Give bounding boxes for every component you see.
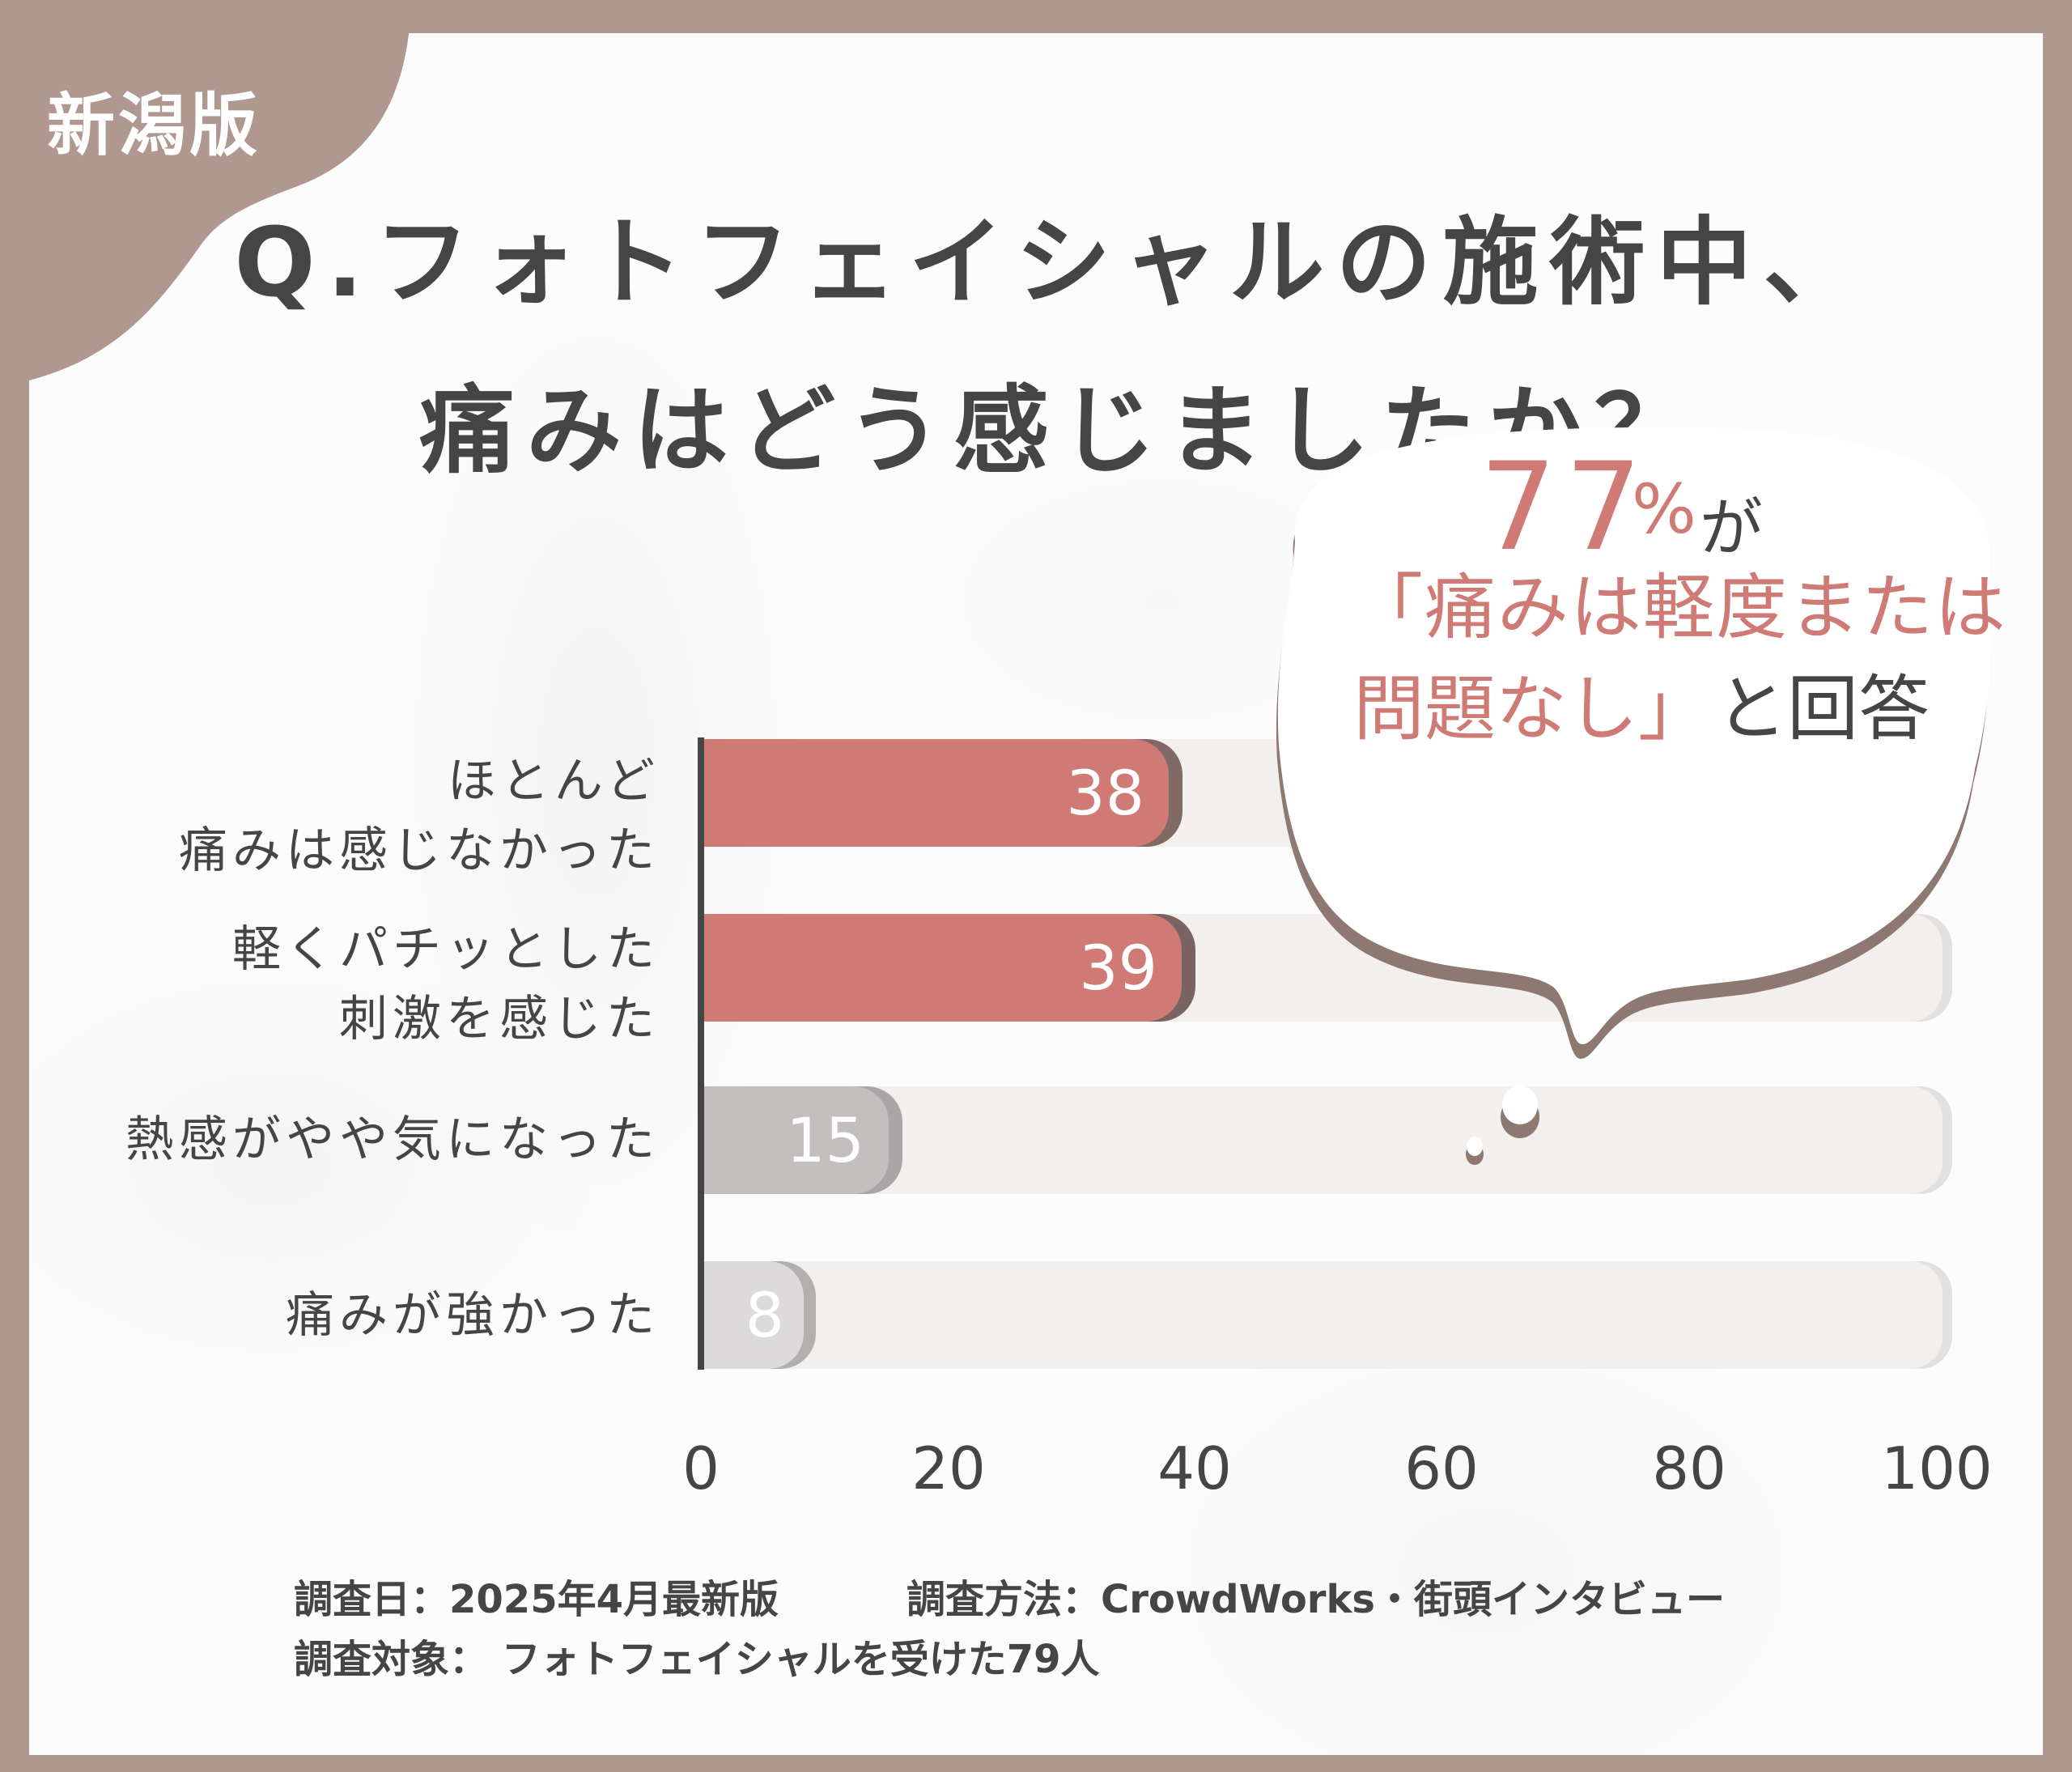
callout-quote-line1: 「痛みは軽度または bbox=[1352, 566, 2008, 649]
bar-heat-concern: 15 bbox=[704, 1086, 889, 1194]
footer-survey-date: 調査日：2025年4月最新版 bbox=[294, 1577, 779, 1622]
bar-track-3 bbox=[704, 1086, 1942, 1194]
bar-value: 39 bbox=[1079, 932, 1157, 1004]
category-label-3: 熱感がやや気になった bbox=[125, 1111, 660, 1168]
callout-particle: が bbox=[1700, 492, 1764, 565]
category-label-1: ほとんど 痛みは感じなかった bbox=[179, 753, 660, 879]
region-badge: 新潟版 bbox=[47, 86, 261, 165]
bubble-shape bbox=[1276, 427, 1991, 1165]
y-axis-line bbox=[698, 737, 704, 1370]
callout-bubble: 77 % が 「痛みは軽度または 問題なし」 と回答 bbox=[1263, 421, 2007, 1166]
bar-value: 15 bbox=[786, 1104, 864, 1176]
category-label-2: 軽くパチッとした 刺激を感じた bbox=[232, 921, 660, 1047]
bar-track-4 bbox=[704, 1261, 1942, 1369]
corner-blob-shape bbox=[0, 0, 411, 380]
callout-quote-line2: 問題なし」 bbox=[1353, 667, 1710, 750]
callout-percent-sign: % bbox=[1632, 470, 1696, 549]
bar-almost-no-pain: 38 bbox=[704, 739, 1169, 847]
bar-value: 38 bbox=[1066, 757, 1144, 829]
x-tick-100: 100 bbox=[1881, 1434, 1993, 1502]
x-tick-60: 60 bbox=[1404, 1434, 1479, 1502]
x-tick-80: 80 bbox=[1652, 1434, 1726, 1502]
bar-value: 8 bbox=[745, 1279, 784, 1351]
x-tick-20: 20 bbox=[911, 1434, 986, 1502]
question-title-line1: Q.フォトフェイシャルの施術中、 bbox=[234, 206, 1870, 318]
category-label-4: 痛みが強かった bbox=[286, 1287, 660, 1344]
footer-survey-method: 調査方法：CrowdWorks・街頭インタビュー bbox=[906, 1577, 1725, 1622]
x-tick-0: 0 bbox=[682, 1434, 720, 1502]
x-tick-40: 40 bbox=[1157, 1434, 1232, 1502]
callout-percent-number: 77 bbox=[1480, 437, 1650, 578]
bar-strong-pain: 8 bbox=[704, 1261, 804, 1369]
footer-survey-target: 調査対象： フォトフェイシャルを受けた79人 bbox=[294, 1637, 1100, 1682]
bar-light-sting: 39 bbox=[704, 914, 1182, 1022]
callout-suffix: と回答 bbox=[1716, 667, 1930, 750]
